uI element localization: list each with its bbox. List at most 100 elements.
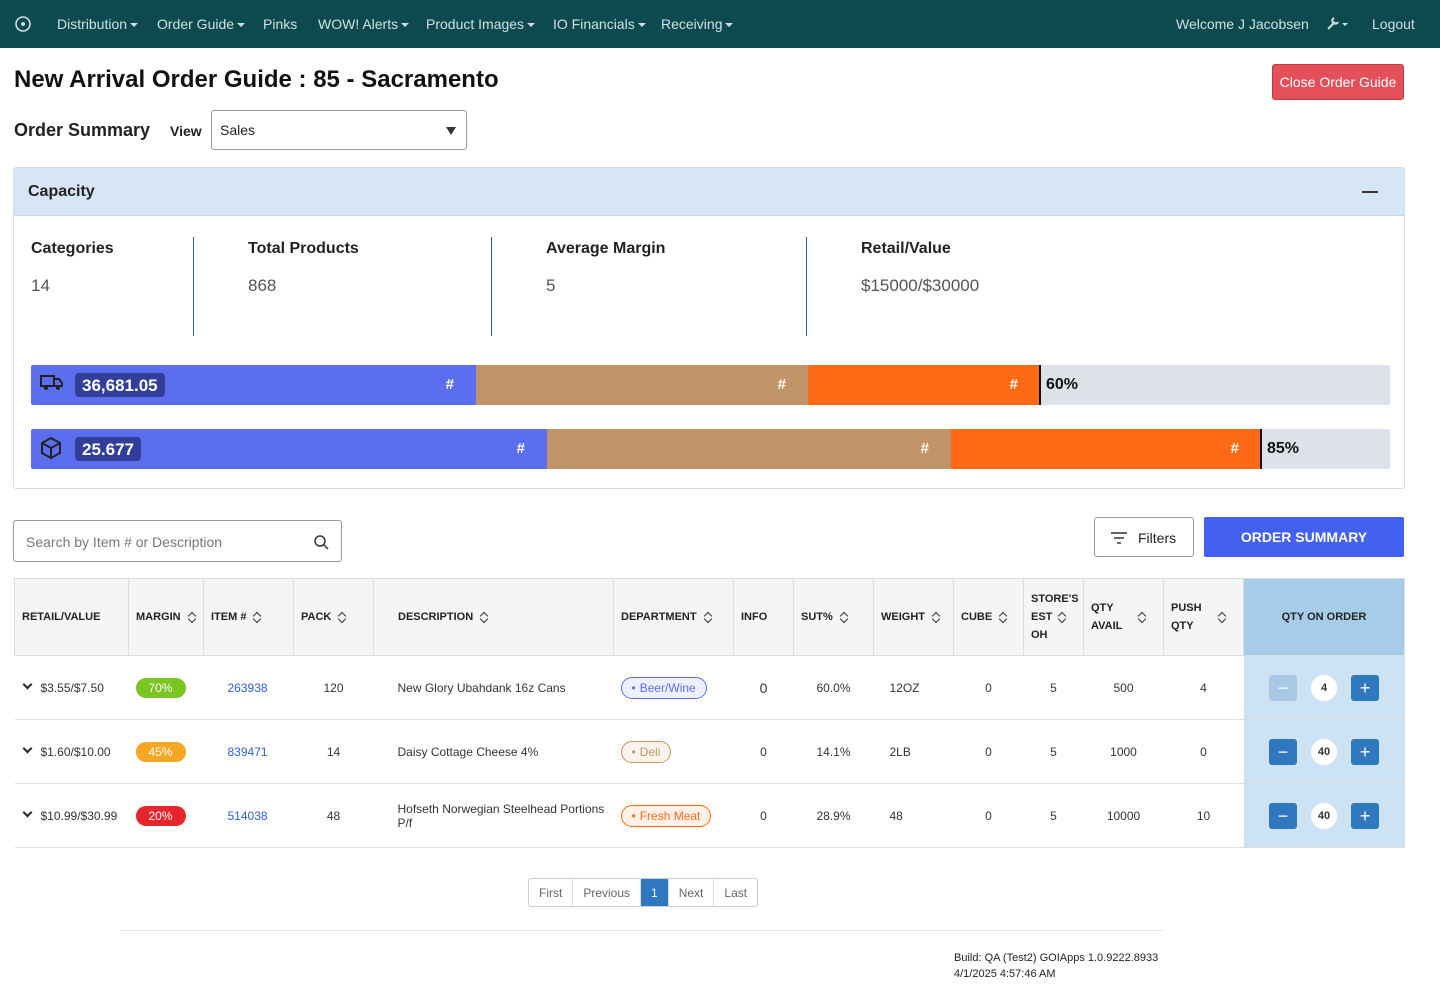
table-cell: −4 +: [1243, 655, 1405, 720]
item-link[interactable]: 514038: [227, 808, 268, 823]
table-cell: 14.1%: [793, 719, 874, 784]
sort-icon[interactable]: [1219, 612, 1227, 622]
cell-text: 0: [985, 808, 992, 823]
table-cell: 120: [293, 655, 374, 720]
capacity-bar: # # #60% 36,681.05: [31, 365, 1390, 405]
nav-item[interactable]: IO Financials: [553, 16, 646, 32]
table-cell: 28.9%: [793, 783, 874, 848]
collapse-icon[interactable]: [1362, 191, 1378, 193]
bar-icon: [40, 373, 64, 397]
cell-text: 10000: [1106, 808, 1141, 823]
table-cell: 5: [1023, 783, 1084, 848]
sort-icon[interactable]: [189, 612, 196, 622]
table-cell: 0: [1163, 719, 1244, 784]
nav-item[interactable]: Product Images: [426, 16, 535, 32]
page-button[interactable]: 1: [640, 879, 668, 906]
cell-text: 120: [323, 680, 344, 695]
header-text: WEIGHT: [881, 611, 925, 623]
filter-icon: [1111, 532, 1127, 544]
sort-icon[interactable]: [1000, 612, 1008, 622]
sort-icon[interactable]: [254, 612, 262, 622]
table-cell: 5: [1023, 655, 1084, 720]
page-button[interactable]: Last: [713, 879, 757, 906]
cell-text: 48: [889, 808, 903, 823]
filters-button[interactable]: Filters: [1094, 517, 1194, 557]
increment-button[interactable]: +: [1351, 738, 1379, 765]
cell-text: 0: [1200, 744, 1207, 759]
sort-icon[interactable]: [481, 612, 489, 622]
column-header[interactable]: PUSH QTY: [1163, 578, 1244, 656]
bar-percent: 60%: [1046, 376, 1079, 393]
capacity-header[interactable]: Capacity: [14, 168, 1404, 216]
column-header[interactable]: ITEM #: [203, 578, 294, 656]
settings-icon[interactable]: [1326, 15, 1350, 31]
nav-item[interactable]: Distribution: [57, 16, 138, 32]
table-cell: 60.0%: [793, 655, 874, 720]
stat-value: 5: [546, 276, 556, 295]
sort-icon[interactable]: [705, 612, 713, 622]
sort-icon[interactable]: [1139, 612, 1147, 622]
logo[interactable]: [14, 15, 32, 33]
table-cell: Hofseth Norwegian Steelhead Portions P/f: [373, 783, 614, 848]
logout-link[interactable]: Logout: [1372, 16, 1415, 32]
table-cell: 20%: [128, 783, 204, 848]
sort-icon[interactable]: [841, 612, 849, 622]
page-button[interactable]: Next: [667, 879, 714, 906]
stat-label: Categories: [31, 240, 114, 257]
column-header[interactable]: CUBE: [953, 578, 1024, 656]
quantity-value: 40: [1311, 738, 1337, 765]
expand-chevron[interactable]: [22, 743, 32, 753]
cell-text: 0: [759, 679, 768, 696]
item-link[interactable]: 263938: [227, 680, 268, 695]
expand-chevron[interactable]: [22, 679, 32, 689]
order-summary-button[interactable]: ORDER SUMMARY: [1204, 517, 1404, 557]
page-title: New Arrival Order Guide : 85 - Sacrament…: [14, 66, 499, 93]
search-input[interactable]: Search by Item # or Description: [13, 520, 342, 562]
nav-item[interactable]: Pinks: [263, 16, 298, 32]
header-cell: RETAIL/VALUE: [22, 608, 121, 626]
sort-icon[interactable]: [339, 612, 347, 622]
cell-text: 0: [760, 744, 767, 759]
table-cell: 839471: [203, 719, 294, 784]
decrement-button[interactable]: −: [1269, 738, 1297, 765]
table-cell: New Glory Ubahdank 16z Cans: [373, 655, 614, 720]
column-header[interactable]: DEPARTMENT: [613, 578, 734, 656]
capacity-title: Capacity: [28, 183, 95, 200]
bar-icon: [40, 436, 64, 461]
column-header[interactable]: WEIGHT: [873, 578, 954, 656]
sort-icon[interactable]: [933, 612, 941, 622]
column-header[interactable]: PACK: [293, 578, 374, 656]
stat-divider: [491, 237, 492, 336]
close-button[interactable]: Close Order Guide: [1272, 64, 1404, 100]
margin-badge: 45%: [135, 741, 186, 762]
table-cell: 14: [293, 719, 374, 784]
column-header[interactable]: SUT%: [793, 578, 874, 656]
table-cell: 0: [953, 655, 1024, 720]
column-header[interactable]: DESCRIPTION: [373, 578, 614, 656]
header-text: INFO: [741, 611, 768, 623]
column-header: INFO: [733, 578, 794, 656]
column-header[interactable]: QTY AVAIL: [1083, 578, 1164, 656]
decrement-button[interactable]: −: [1269, 802, 1297, 829]
increment-button[interactable]: +: [1351, 674, 1379, 701]
bar-marker: [1039, 365, 1041, 405]
nav-item[interactable]: Receiving: [661, 16, 733, 32]
cell-text: New Glory Ubahdank 16z Cans: [397, 680, 566, 695]
quantity-value: 4: [1311, 674, 1337, 701]
item-link[interactable]: 839471: [227, 744, 268, 759]
nav-item[interactable]: Order Guide: [157, 16, 245, 32]
column-header[interactable]: STORE'S EST OH: [1023, 578, 1084, 656]
nav-item[interactable]: WOW! Alerts: [318, 16, 409, 32]
increment-button[interactable]: +: [1351, 802, 1379, 829]
sort-icon[interactable]: [1059, 612, 1067, 622]
expand-chevron[interactable]: [22, 807, 32, 817]
column-header[interactable]: MARGIN: [128, 578, 204, 656]
header-text: CUBE: [961, 611, 993, 623]
page-button[interactable]: Previous: [572, 879, 640, 906]
bar-marker: [1260, 429, 1262, 469]
view-select[interactable]: Sales: [211, 110, 467, 150]
header-cell: MARGIN: [136, 608, 196, 626]
page-button[interactable]: First: [539, 886, 563, 900]
cell-text: 2LB: [889, 744, 911, 759]
pagination: First Previous 1 Next Last: [528, 878, 759, 907]
